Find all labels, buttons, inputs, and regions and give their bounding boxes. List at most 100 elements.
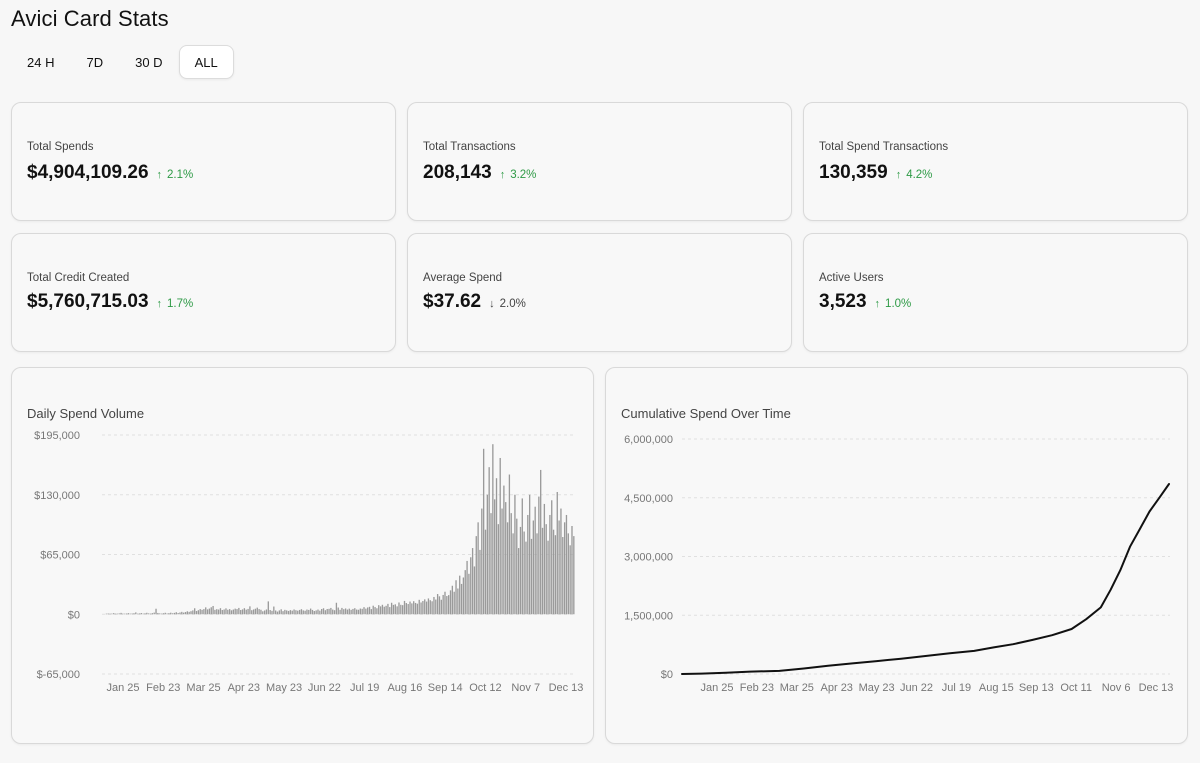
bar	[170, 612, 172, 615]
tab-7d[interactable]: 7D	[86, 54, 104, 70]
tab-all[interactable]: ALL	[178, 45, 234, 79]
bar	[333, 610, 336, 615]
bar	[227, 609, 229, 615]
bar	[184, 612, 187, 615]
x-tick-label: May 23	[859, 682, 895, 694]
cumulative-line	[681, 483, 1170, 675]
bar	[379, 606, 382, 615]
bar	[133, 613, 135, 615]
stat-change: ↑ 3.2%	[499, 169, 537, 181]
bar	[534, 506, 536, 615]
bar	[549, 514, 551, 615]
bar	[365, 608, 367, 615]
bar	[256, 607, 258, 615]
x-tick-label: Dec 13	[1139, 682, 1174, 694]
bar	[556, 491, 558, 615]
bar	[212, 605, 214, 615]
bar	[488, 467, 490, 615]
bar	[363, 607, 365, 615]
bar	[482, 448, 485, 615]
bar	[541, 527, 544, 615]
stat-value: 3,523	[819, 291, 867, 312]
bar	[455, 580, 457, 615]
x-tick-label: Nov 7	[511, 682, 540, 694]
bar	[271, 610, 273, 615]
bar	[238, 607, 240, 615]
bar	[516, 518, 518, 615]
bar	[313, 611, 315, 615]
bar	[319, 610, 321, 615]
bar	[551, 500, 553, 615]
bar	[228, 609, 231, 615]
stat-card-total-spends: Total Spends $4,904,109.26 ↑ 2.1%	[11, 102, 396, 221]
bar	[157, 612, 159, 615]
bar	[427, 598, 430, 615]
bar	[216, 609, 218, 615]
bar	[505, 502, 507, 615]
bar	[486, 494, 488, 615]
bar	[449, 590, 452, 615]
x-tick-label: Jan 25	[700, 682, 733, 694]
bar	[477, 522, 479, 615]
bar	[481, 508, 483, 615]
bar	[179, 612, 181, 615]
x-tick-label: Jan 25	[106, 682, 139, 694]
bar	[302, 610, 304, 615]
bar	[148, 613, 150, 615]
bar	[558, 520, 560, 615]
bar	[473, 566, 476, 615]
bar	[230, 610, 233, 615]
bar	[354, 608, 356, 615]
bar	[188, 611, 190, 615]
bar	[335, 602, 338, 615]
bar	[309, 608, 312, 615]
bar	[464, 570, 466, 615]
y-tick-label: $0	[68, 609, 80, 621]
bar	[197, 610, 200, 615]
bar	[149, 613, 152, 615]
bar	[190, 611, 192, 615]
bar	[523, 531, 525, 615]
bar	[519, 526, 522, 615]
bar	[262, 611, 264, 615]
bar	[499, 457, 501, 615]
bar	[116, 613, 119, 615]
bar	[471, 548, 474, 615]
stat-card-total-credit-created: Total Credit Created $5,760,715.03 ↑ 1.7%	[11, 233, 396, 352]
bar	[326, 609, 328, 615]
bar	[306, 609, 308, 615]
bar	[113, 613, 115, 615]
tab-30d[interactable]: 30 D	[135, 54, 163, 70]
bar	[460, 583, 463, 615]
page-title: Avici Card Stats	[11, 6, 169, 31]
bar	[508, 474, 511, 615]
bar	[352, 608, 354, 615]
bar	[166, 613, 168, 615]
bar	[287, 610, 290, 615]
arrow-down-icon: ↓	[489, 298, 495, 310]
y-tick-label: 1,500,000	[624, 610, 673, 622]
bar	[370, 609, 373, 615]
bar	[263, 610, 266, 615]
bar	[181, 611, 183, 615]
y-tick-label: $-65,000	[37, 669, 80, 681]
x-tick-label: Apr 23	[228, 682, 260, 694]
bar	[258, 609, 260, 615]
bar	[243, 608, 246, 615]
x-tick-label: Apr 23	[821, 682, 853, 694]
bar	[536, 533, 538, 615]
bar	[453, 591, 455, 615]
bar	[497, 524, 500, 615]
bar	[337, 607, 339, 615]
bar	[199, 609, 201, 615]
bar	[435, 599, 437, 615]
cumulative-spend-line-chart: 6,000,000 4,500,000 3,000,000 1,500,000 $0 Ja…	[624, 434, 1174, 694]
bar	[221, 610, 223, 615]
bar	[206, 609, 209, 615]
tab-24h[interactable]: 24 H	[27, 54, 55, 70]
arrow-up-icon: ↑	[874, 298, 881, 310]
chart-title: Daily Spend Volume	[27, 406, 145, 421]
bar	[479, 549, 481, 615]
bar	[494, 499, 496, 615]
bar	[159, 613, 161, 615]
